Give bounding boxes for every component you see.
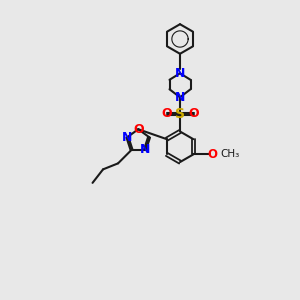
Text: CH₃: CH₃ bbox=[220, 149, 239, 159]
Text: N: N bbox=[140, 143, 150, 156]
Text: S: S bbox=[175, 107, 185, 121]
Text: O: O bbox=[188, 107, 199, 120]
Text: N: N bbox=[175, 91, 185, 104]
Text: O: O bbox=[207, 148, 217, 161]
Text: N: N bbox=[175, 67, 185, 80]
Text: O: O bbox=[133, 123, 144, 136]
Text: O: O bbox=[161, 107, 172, 120]
Text: N: N bbox=[122, 130, 133, 144]
